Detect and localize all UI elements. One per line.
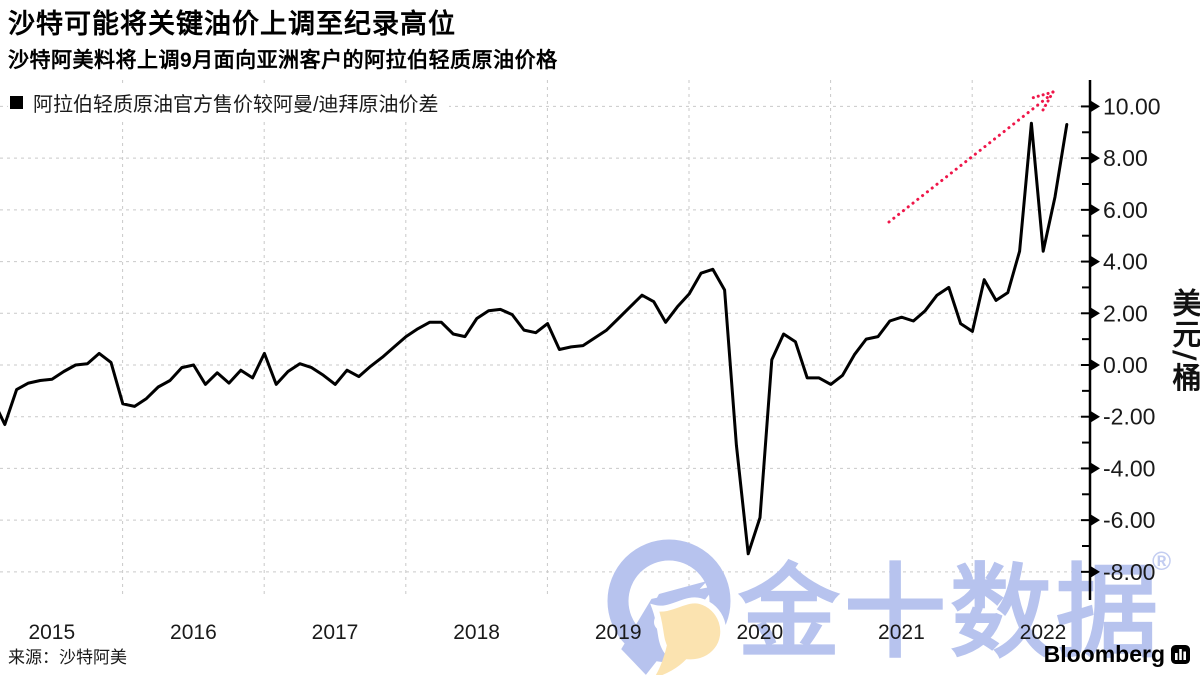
series-polyline <box>0 121 1069 556</box>
unit-label-char: 美 <box>1168 288 1200 319</box>
y-axis-tick-arrow-icon <box>1091 462 1100 474</box>
x-axis-year-label: 2017 <box>312 621 359 644</box>
x-axis-labels: 2015 2016 2017 2018 2019 2020 2021 2022 <box>28 621 1066 644</box>
y-axis-tick-arrow-icon <box>1091 307 1100 319</box>
bloomberg-wordmark: Bloomberg <box>1043 641 1165 667</box>
legend-marker <box>10 96 23 109</box>
y-axis-tick-label: 10.00 <box>1103 93 1161 119</box>
y-axis-tick-arrow-icon <box>1091 514 1100 526</box>
arrow-head <box>1041 90 1055 112</box>
y-axis-tick-arrow-icon <box>1091 256 1100 268</box>
unit-label-char: 元 <box>1168 319 1200 350</box>
unit-label-char: / <box>1168 350 1200 363</box>
page-subtitle: 沙特阿美料将上调9月面向亚洲客户的阿拉伯轻质原油价格 <box>8 49 558 72</box>
y-axis-tick-arrow-icon <box>1091 411 1100 423</box>
y-axis-tick-label: 2.00 <box>1103 300 1148 326</box>
arrow-head <box>1030 90 1055 100</box>
y-axis-tick-label: -2.00 <box>1103 404 1155 430</box>
bloomberg-logo: Bloomberg <box>1044 641 1190 668</box>
x-axis-year-label: 2015 <box>28 621 75 644</box>
x-axis-year-label: 2018 <box>453 621 500 644</box>
annotation-arrow <box>887 90 1055 224</box>
y-axis-unit-label: 美元/桶 <box>1158 288 1200 394</box>
y-axis-tick-label: 8.00 <box>1103 145 1148 171</box>
x-axis-year-label: 2021 <box>878 621 925 644</box>
y-axis-tick-arrow-icon <box>1091 566 1100 578</box>
x-axis-year-label: 2016 <box>170 621 217 644</box>
y-axis-tick-label: 4.00 <box>1103 249 1148 275</box>
unit-label-char: 桶 <box>1168 362 1200 394</box>
legend: 阿拉伯轻质原油官方售价较阿曼/迪拜原油价差 <box>8 86 449 119</box>
x-axis-year-label: 2022 <box>1020 621 1067 644</box>
y-axis-tick-label: 6.00 <box>1103 197 1148 223</box>
y-axis-tick-arrow-icon <box>1091 359 1100 371</box>
x-axis-year-label: 2019 <box>595 621 642 644</box>
price-spread-line <box>0 121 1069 556</box>
legend-label: 阿拉伯轻质原油官方售价较阿曼/迪拜原油价差 <box>33 94 439 116</box>
y-axis-tick-arrow-icon <box>1091 100 1100 112</box>
y-axis-tick-label: 0.00 <box>1103 352 1148 378</box>
y-axis-tick-label: -4.00 <box>1103 455 1155 481</box>
x-axis-year-label: 2020 <box>736 621 783 644</box>
page-title: 沙特可能将关键油价上调至纪录高位 <box>8 9 456 39</box>
y-axis-tick-label: -6.00 <box>1103 507 1155 533</box>
y-axis-tick-arrow-icon <box>1091 152 1100 164</box>
y-axis-tick-arrow-icon <box>1091 204 1100 216</box>
source-note: 来源：沙特阿美 <box>8 648 127 667</box>
bloomberg-terminal-icon <box>1171 645 1190 664</box>
y-axis: 10.00 8.00 6.00 4.00 2.00 0.00 -2.00 -4.00 -6.00… <box>1081 80 1161 600</box>
y-axis-tick-label: -8.00 <box>1103 559 1155 585</box>
